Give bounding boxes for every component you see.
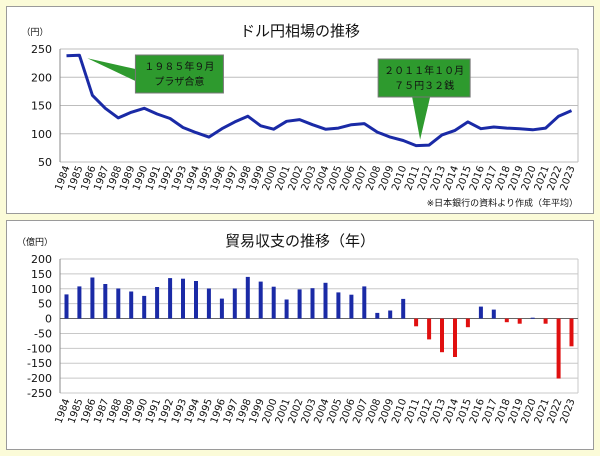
trade-balance-chart-panel: 貿易収支の推移（年） （億円） 200 150 100 50 0 -50 -100 -150 -…	[6, 220, 594, 450]
y-tick-label: 200	[31, 71, 52, 84]
trade-balance-chart: 貿易収支の推移（年） （億円） 200 150 100 50 0-50 -100 -150 -…	[17, 232, 579, 425]
bar	[440, 318, 444, 353]
bar	[142, 295, 147, 319]
callout-label: ７５円３２銭	[394, 79, 454, 92]
y-tick-label: 50	[38, 156, 52, 169]
bar	[284, 299, 289, 319]
bar	[427, 318, 432, 340]
bar	[219, 298, 224, 319]
bar	[271, 286, 276, 319]
exchange-rate-chart-panel: ドル円相場の推移 （円） ※日本銀行の資料より作成（年平均） 50 100 150 2…	[6, 6, 594, 214]
bar	[181, 278, 185, 319]
bar	[401, 298, 406, 319]
bar	[323, 282, 328, 319]
y-tick-label: 250	[31, 43, 52, 56]
bar	[90, 277, 95, 319]
bar	[362, 286, 367, 319]
bar	[530, 317, 535, 319]
bar	[478, 306, 483, 319]
y-tick-label: 100	[31, 128, 52, 141]
bar	[453, 318, 457, 357]
bar	[129, 291, 134, 319]
bar	[116, 288, 121, 319]
y-tick-label: -150	[27, 357, 52, 370]
bar	[388, 310, 393, 319]
y-tick-label: 50	[38, 298, 52, 311]
y-tick-label: -200	[27, 372, 52, 385]
bar	[77, 286, 82, 319]
bar	[258, 281, 263, 319]
series	[66, 53, 573, 148]
y-tick-label: 150	[31, 268, 52, 281]
bar	[103, 284, 108, 319]
bar	[465, 318, 470, 328]
chart-title: ドル円相場の推移	[240, 22, 360, 40]
bar	[206, 288, 211, 319]
bar	[194, 281, 198, 319]
grid	[59, 258, 579, 394]
y-tick-label: 150	[31, 100, 52, 113]
chart-title: 貿易収支の推移（年）	[225, 232, 375, 250]
bar	[336, 292, 341, 319]
bar	[569, 318, 574, 347]
bar	[414, 318, 419, 327]
exchange-rate-chart: ドル円相場の推移 （円） ※日本銀行の資料より作成（年平均） 50 100 150 2…	[21, 22, 579, 209]
bar	[556, 318, 561, 379]
exchange-rate-line	[66, 53, 573, 148]
y-tick-label: -50	[34, 327, 52, 340]
x-tick-labels: 1984198519861987198819891990199119921993…	[54, 164, 578, 192]
bar	[543, 318, 548, 324]
callout-box	[377, 58, 471, 98]
callout-date: ２０１１年１０月	[384, 64, 464, 77]
bars	[64, 276, 574, 379]
y-axis-unit: （円）	[21, 27, 48, 38]
y-tick-label: 0	[45, 313, 52, 326]
y-tick-label: -100	[27, 342, 52, 355]
bar	[232, 288, 237, 319]
bar	[245, 276, 250, 319]
y-tick-label: 100	[31, 283, 52, 296]
x-tick-labels: 1984198519861987198819891990199119921993…	[54, 397, 578, 425]
callout-pointer	[412, 97, 431, 140]
y-tick-label: -250	[27, 387, 52, 400]
bar	[349, 294, 354, 319]
bar	[491, 309, 496, 319]
callout-pointer	[87, 58, 136, 81]
y-tick-label: 200	[31, 253, 52, 266]
bar	[168, 278, 173, 319]
callout-date: １９８５年９月	[144, 60, 214, 73]
bar	[375, 312, 380, 319]
callout-box	[134, 54, 224, 94]
bar	[155, 287, 160, 319]
y-tick-labels: 200 150 100 50 0-50 -100 -150 -200 -250	[27, 253, 52, 400]
source-note: ※日本銀行の資料より作成（年平均）	[427, 197, 578, 209]
y-tick-labels: 50 100 150 200 250	[31, 43, 52, 169]
bar	[297, 289, 302, 319]
bar	[310, 288, 315, 319]
callout-label: プラザ合意	[154, 75, 204, 88]
y-axis-unit: （億円）	[17, 236, 53, 248]
bar	[517, 318, 522, 324]
bar	[504, 318, 509, 323]
bar	[64, 294, 69, 319]
